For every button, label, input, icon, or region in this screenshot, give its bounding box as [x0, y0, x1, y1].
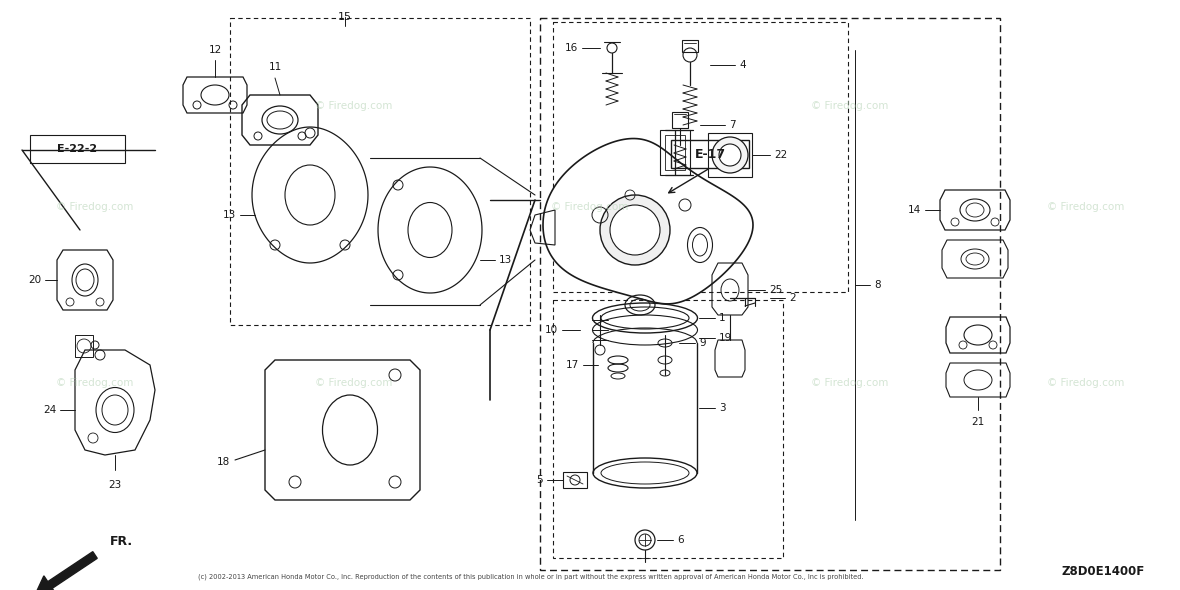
Bar	[671, 140, 749, 168]
Text: © Firedog.com: © Firedog.com	[55, 379, 133, 388]
Bar	[540, 18, 999, 570]
Text: 22: 22	[774, 150, 787, 160]
Text: 11: 11	[268, 62, 282, 72]
Text: 19: 19	[719, 333, 733, 343]
Text: E-22-2: E-22-2	[57, 144, 97, 154]
Text: (c) 2002-2013 American Honda Motor Co., Inc. Reproduction of the contents of thi: (c) 2002-2013 American Honda Motor Co., …	[198, 573, 864, 580]
Bar	[76, 335, 93, 357]
Text: 6: 6	[677, 535, 683, 545]
Text: 9: 9	[699, 338, 706, 348]
Polygon shape	[543, 139, 753, 304]
Text: 14: 14	[907, 205, 922, 215]
Circle shape	[719, 144, 741, 166]
Text: © Firedog.com: © Firedog.com	[811, 379, 889, 388]
FancyArrow shape	[35, 552, 97, 590]
Bar	[660, 130, 690, 175]
Circle shape	[712, 137, 748, 173]
Bar	[682, 40, 699, 52]
Bar	[230, 18, 530, 325]
Text: 13: 13	[499, 255, 512, 265]
Text: 5: 5	[537, 475, 543, 485]
Text: 12: 12	[209, 45, 222, 55]
Bar	[671, 112, 688, 128]
Text: 8: 8	[874, 280, 880, 290]
Text: 21: 21	[971, 417, 984, 427]
Text: 23: 23	[109, 480, 122, 490]
Bar	[30, 135, 125, 163]
Circle shape	[610, 205, 660, 255]
Text: 20: 20	[28, 275, 41, 285]
Text: 13: 13	[223, 210, 236, 220]
Text: Z8D0E1400F: Z8D0E1400F	[1061, 565, 1145, 578]
Text: © Firedog.com: © Firedog.com	[1047, 379, 1125, 388]
Text: 3: 3	[719, 403, 726, 413]
Text: E-17: E-17	[695, 148, 726, 160]
Bar	[553, 22, 848, 292]
Text: 17: 17	[565, 360, 579, 370]
Text: © Firedog.com: © Firedog.com	[315, 101, 393, 111]
Text: 10: 10	[545, 325, 558, 335]
Text: 24: 24	[42, 405, 55, 415]
Bar	[553, 300, 784, 558]
Text: © Firedog.com: © Firedog.com	[1047, 202, 1125, 211]
Text: © Firedog.com: © Firedog.com	[315, 379, 393, 388]
Text: © Firedog.com: © Firedog.com	[55, 202, 133, 211]
Text: 18: 18	[217, 457, 230, 467]
Text: FR.: FR.	[110, 535, 133, 548]
Bar	[563, 472, 586, 488]
Text: 2: 2	[789, 293, 795, 303]
Text: 15: 15	[337, 12, 352, 22]
Text: 16: 16	[565, 43, 578, 53]
Text: 7: 7	[729, 120, 735, 130]
Text: © Firedog.com: © Firedog.com	[811, 101, 889, 111]
Circle shape	[599, 195, 670, 265]
Text: 1: 1	[719, 313, 726, 323]
Text: © Firedog.com: © Firedog.com	[551, 202, 629, 211]
Bar	[666, 135, 686, 170]
Text: 4: 4	[739, 60, 746, 70]
Text: 25: 25	[769, 285, 782, 295]
Bar	[708, 133, 752, 177]
